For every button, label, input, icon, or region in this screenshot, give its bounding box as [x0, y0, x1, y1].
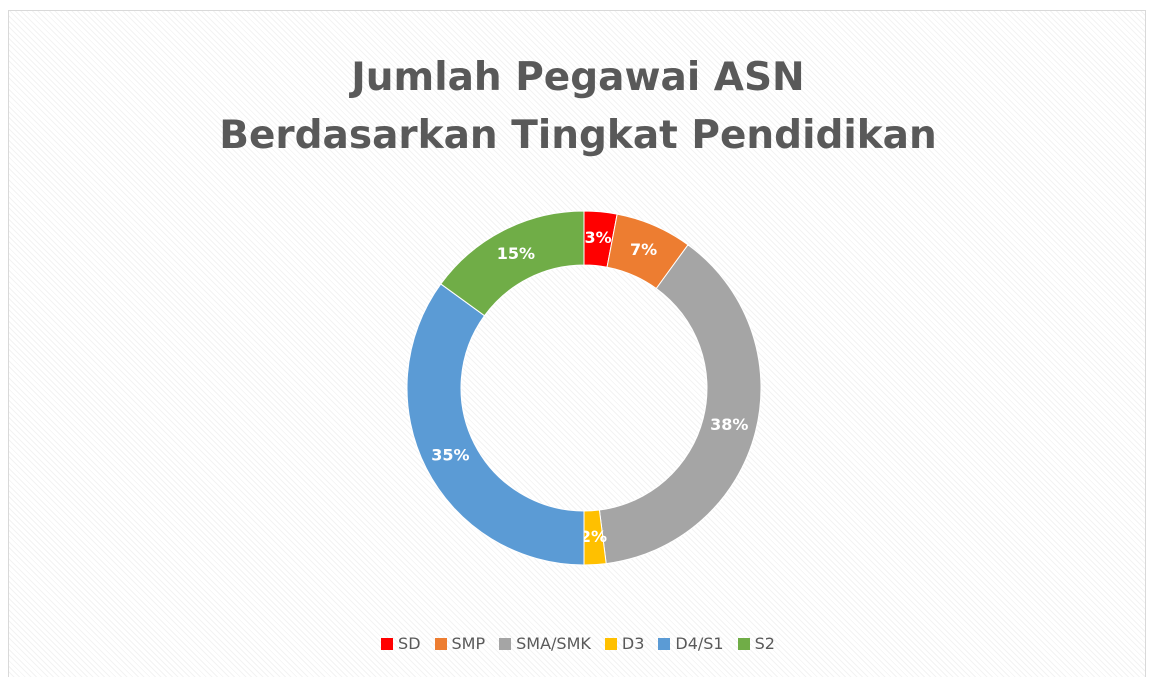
data-label: 35% [431, 446, 469, 465]
legend-label: D3 [621, 634, 645, 653]
legend-swatch [434, 637, 447, 650]
legend-item: D4/S1 [658, 634, 724, 653]
legend-swatch [737, 637, 750, 650]
data-label: 38% [710, 415, 748, 434]
plot: 3% 7% 38% 2% 35% 15% [406, 210, 762, 566]
legend-label: D4/S1 [675, 634, 724, 653]
legend-label: SMP [451, 634, 486, 653]
legend-swatch [381, 637, 394, 650]
legend-item: SMP [434, 634, 486, 653]
legend-item: D3 [604, 634, 645, 653]
legend-label: SMA/SMK [516, 634, 591, 653]
data-label: 2% [580, 527, 607, 546]
data-label: 15% [497, 244, 535, 263]
donut-slice [440, 210, 585, 317]
legend: SD SMP SMA/SMK D3 D4/S1 S2 [9, 634, 1147, 653]
chart: Jumlah Pegawai ASN Berdasarkan Tingkat P… [8, 10, 1146, 677]
legend-label: S2 [754, 634, 775, 653]
legend-item: S2 [737, 634, 775, 653]
chart-title: Jumlah Pegawai ASN Berdasarkan Tingkat P… [219, 55, 937, 158]
legend-swatch [658, 637, 671, 650]
legend-swatch [499, 637, 512, 650]
data-label: 3% [585, 228, 612, 247]
legend-swatch [604, 637, 617, 650]
donut-slice [406, 283, 585, 566]
donut-slice [598, 244, 762, 565]
legend-label: SD [398, 634, 421, 653]
legend-item: SD [381, 634, 421, 653]
legend-item: SMA/SMK [499, 634, 591, 653]
data-label: 7% [630, 240, 657, 259]
